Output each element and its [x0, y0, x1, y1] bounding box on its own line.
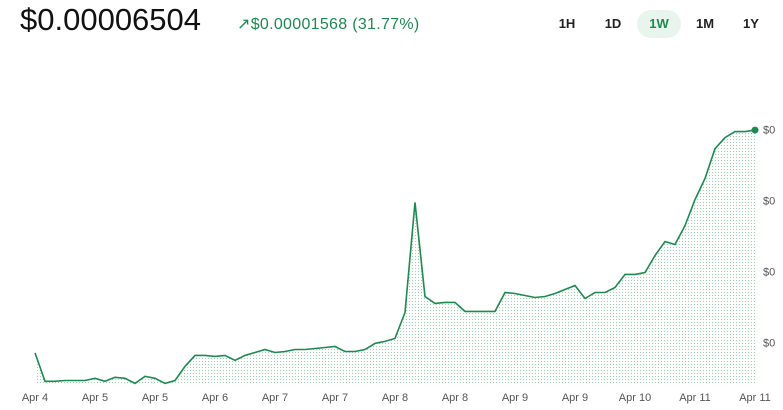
range-tabs: 1H 1D 1W 1M 1Y	[545, 10, 773, 38]
x-tick-label: Apr 8	[442, 392, 468, 404]
change-percent: (31.77%)	[352, 16, 420, 33]
x-tick-label: Apr 4	[22, 392, 48, 404]
x-tick-label: Apr 7	[322, 392, 348, 404]
x-tick-label: Apr 5	[82, 392, 108, 404]
x-tick-label: Apr 9	[502, 392, 528, 404]
x-tick-label: Apr 10	[619, 392, 651, 404]
x-tick-label: Apr 5	[142, 392, 168, 404]
range-tab[interactable]: 1M	[695, 16, 715, 31]
range-tab[interactable]: 1W	[637, 10, 681, 38]
range-tab[interactable]: 1H	[558, 16, 576, 31]
y-tick-label: $0	[763, 267, 775, 279]
x-tick-label: Apr 8	[382, 392, 408, 404]
change-value: $0.00001568	[250, 16, 348, 33]
y-tick-label: $0	[763, 196, 775, 208]
x-tick-label: Apr 7	[262, 392, 288, 404]
range-tab[interactable]: 1D	[604, 16, 622, 31]
price: $0.00006504	[20, 2, 202, 37]
price-change: ↗$0.00001568 (31.77%)	[237, 14, 420, 34]
arrow-icon: ↗	[237, 16, 251, 33]
x-tick-label: Apr 6	[202, 392, 228, 404]
range-tab[interactable]: 1Y	[743, 16, 759, 31]
x-tick-label: Apr 9	[562, 392, 588, 404]
x-tick-label: Apr 11	[679, 392, 711, 404]
x-tick-label: Apr 11	[739, 392, 771, 404]
price-line	[34, 129, 756, 385]
last-point	[751, 126, 759, 134]
area-fill	[35, 130, 755, 385]
y-tick-label: $0	[763, 125, 775, 137]
y-tick-label: $0	[763, 338, 775, 350]
